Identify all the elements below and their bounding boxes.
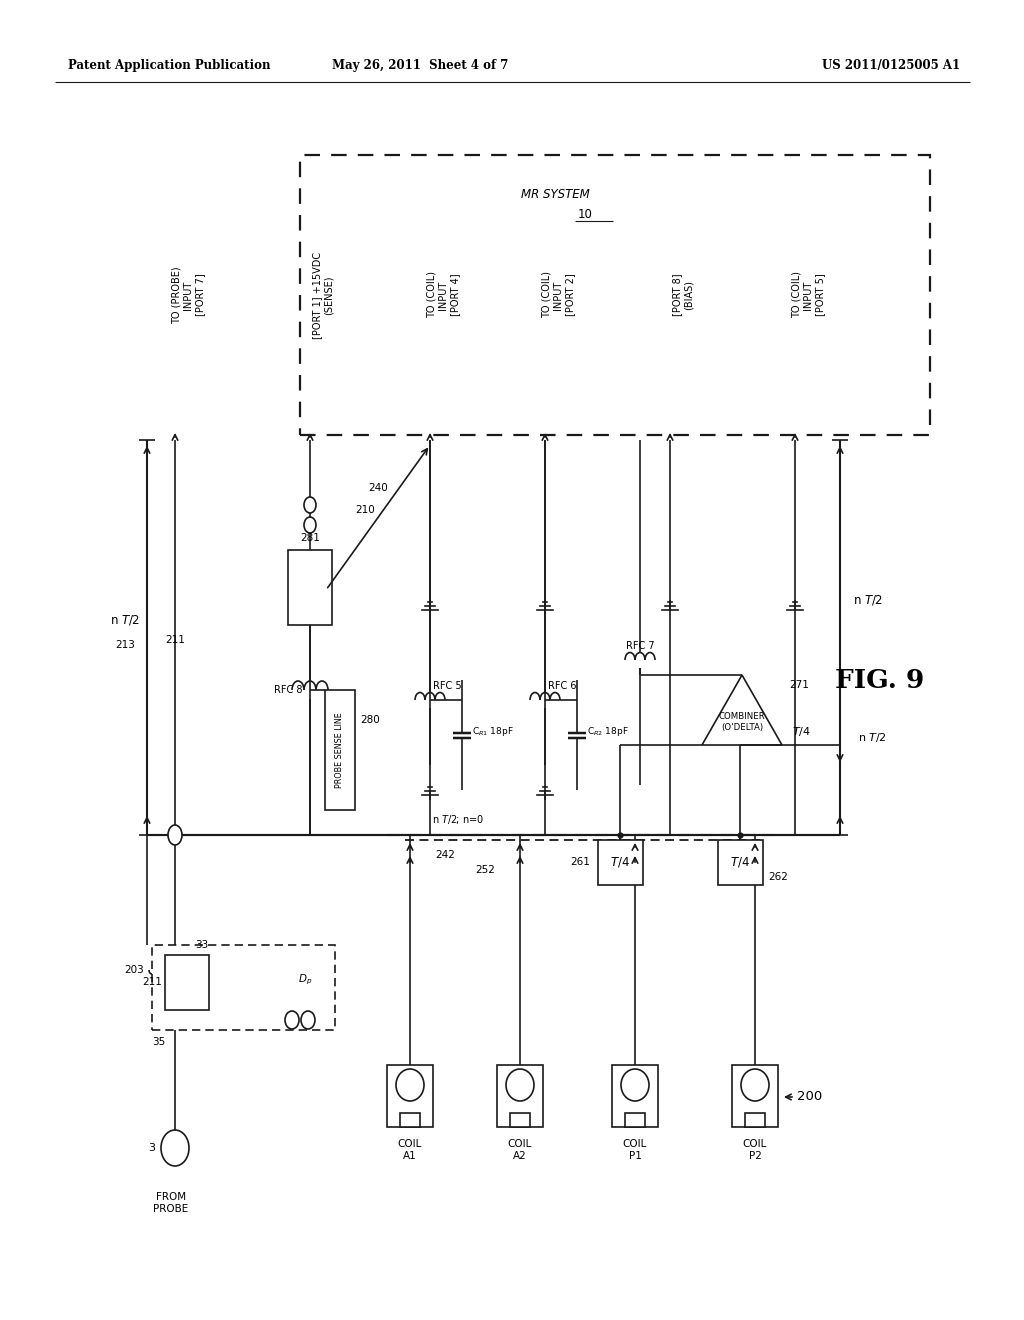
Text: TO (COIL)
INPUT
[PORT 4]: TO (COIL) INPUT [PORT 4] — [426, 272, 460, 318]
Ellipse shape — [741, 1069, 769, 1101]
Text: 242: 242 — [435, 850, 455, 861]
Text: US 2011/0125005 A1: US 2011/0125005 A1 — [822, 58, 961, 71]
Text: 261: 261 — [570, 857, 590, 867]
Text: 10: 10 — [578, 209, 593, 222]
Text: MR SYSTEM: MR SYSTEM — [520, 189, 590, 202]
Ellipse shape — [161, 1130, 189, 1166]
Text: $\it{T}$/4: $\it{T}$/4 — [793, 725, 811, 738]
Text: n $\it{T}$/2: n $\it{T}$/2 — [853, 593, 883, 607]
Text: 262: 262 — [768, 873, 787, 882]
Text: 281: 281 — [300, 533, 319, 543]
Bar — [325, 690, 355, 810]
Bar — [288, 550, 332, 624]
Text: TO (PROBE)
INPUT
[PORT 7]: TO (PROBE) INPUT [PORT 7] — [171, 267, 205, 323]
Text: $\it{T}$/4: $\it{T}$/4 — [610, 855, 630, 869]
Text: 3: 3 — [148, 1143, 155, 1152]
Text: C$_{R2}$ 18pF: C$_{R2}$ 18pF — [587, 726, 629, 738]
Ellipse shape — [304, 517, 316, 533]
Text: 211: 211 — [142, 977, 162, 987]
Ellipse shape — [304, 498, 316, 513]
Text: 240: 240 — [368, 483, 388, 492]
Bar — [745, 1113, 765, 1127]
Text: 252: 252 — [475, 865, 495, 875]
Text: FIG. 9: FIG. 9 — [836, 668, 925, 693]
Text: 35: 35 — [152, 1038, 165, 1047]
Text: n $\it{T}$/2: n $\it{T}$/2 — [110, 612, 140, 627]
Bar — [152, 945, 335, 1030]
Text: n $\it{T}$/2: n $\it{T}$/2 — [858, 730, 887, 743]
Text: Patent Application Publication: Patent Application Publication — [68, 58, 270, 71]
Text: RFC 5: RFC 5 — [433, 681, 462, 690]
Text: RFC 6: RFC 6 — [548, 681, 577, 690]
Bar — [510, 1113, 530, 1127]
Text: n $\it{T}$/2; n=0: n $\it{T}$/2; n=0 — [432, 813, 484, 826]
Ellipse shape — [621, 1069, 649, 1101]
Bar — [300, 154, 930, 436]
Text: RFC 8: RFC 8 — [273, 685, 302, 696]
Bar — [625, 1113, 645, 1127]
Text: COMBINER
(O'DELTA): COMBINER (O'DELTA) — [719, 713, 765, 731]
Text: May 26, 2011  Sheet 4 of 7: May 26, 2011 Sheet 4 of 7 — [332, 58, 508, 71]
Ellipse shape — [285, 1011, 299, 1030]
Text: D$_p$: D$_p$ — [298, 973, 312, 987]
Text: 213: 213 — [115, 640, 135, 649]
Bar — [718, 840, 763, 884]
Ellipse shape — [168, 825, 182, 845]
Text: FROM
PROBE: FROM PROBE — [154, 1192, 188, 1213]
Text: $\it{T}$/4: $\it{T}$/4 — [730, 855, 750, 869]
Text: C$_{R1}$ 18pF: C$_{R1}$ 18pF — [472, 726, 514, 738]
Text: TO (COIL)
INPUT
[PORT 5]: TO (COIL) INPUT [PORT 5] — [792, 272, 824, 318]
Text: 280: 280 — [360, 715, 380, 725]
Bar — [598, 840, 643, 884]
Text: COIL
A2: COIL A2 — [508, 1139, 532, 1160]
Text: [PORT 8]
(BIAS): [PORT 8] (BIAS) — [672, 273, 694, 317]
Text: RFC 7: RFC 7 — [626, 642, 654, 651]
Text: TO (COIL)
INPUT
[PORT 2]: TO (COIL) INPUT [PORT 2] — [542, 272, 574, 318]
Bar — [400, 1113, 420, 1127]
Text: COIL
P2: COIL P2 — [742, 1139, 767, 1160]
Text: 210: 210 — [355, 506, 375, 515]
Text: PROBE SENSE LINE: PROBE SENSE LINE — [336, 711, 344, 788]
Text: 211: 211 — [165, 635, 185, 645]
Text: COIL
P1: COIL P1 — [623, 1139, 647, 1160]
Ellipse shape — [506, 1069, 534, 1101]
Text: 203: 203 — [124, 965, 144, 975]
Ellipse shape — [301, 1011, 315, 1030]
Text: COIL
A1: COIL A1 — [397, 1139, 422, 1160]
Bar — [387, 1065, 433, 1127]
Ellipse shape — [396, 1069, 424, 1101]
Text: 271: 271 — [790, 680, 809, 690]
Bar — [612, 1065, 658, 1127]
Text: 33: 33 — [195, 940, 208, 950]
Text: [PORT 1] +15VDC
(SENSE): [PORT 1] +15VDC (SENSE) — [312, 251, 334, 338]
Bar — [165, 954, 209, 1010]
Text: 200: 200 — [797, 1090, 822, 1104]
Bar — [732, 1065, 778, 1127]
Bar — [497, 1065, 543, 1127]
